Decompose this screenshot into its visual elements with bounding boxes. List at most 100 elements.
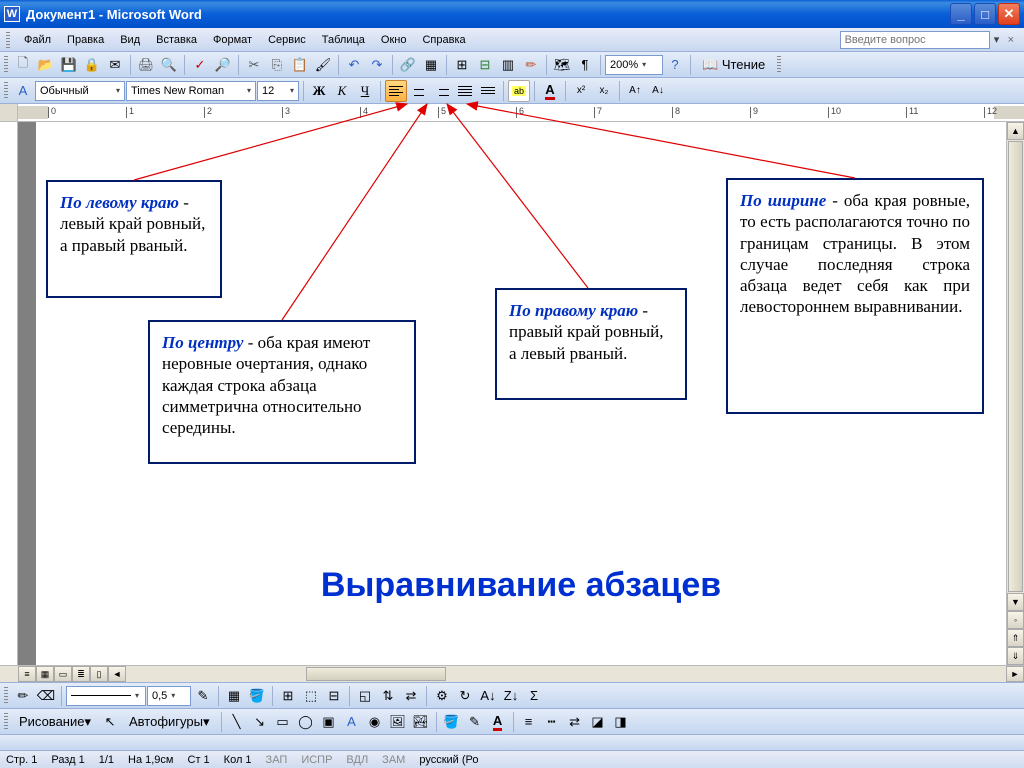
redo-button[interactable]: ↷ <box>366 54 388 76</box>
rectangle-button[interactable]: ▭ <box>272 711 294 733</box>
drawing-menu[interactable]: Рисование ▾ <box>12 711 98 733</box>
line-weight-combo[interactable]: 0,5▾ <box>147 686 191 706</box>
arrow-style-button[interactable]: ⇄ <box>564 711 586 733</box>
tables-borders-button[interactable]: ▦ <box>420 54 442 76</box>
hscroll-track[interactable] <box>126 666 1006 682</box>
oval-button[interactable]: ◯ <box>295 711 317 733</box>
font-color2-button[interactable]: A <box>487 711 509 733</box>
align-center-button[interactable] <box>408 80 430 102</box>
align-cells-button[interactable]: ◱ <box>354 685 376 707</box>
select-objects-button[interactable]: ↖ <box>99 711 121 733</box>
align-left-button[interactable] <box>385 80 407 102</box>
help-button[interactable]: ? <box>664 54 686 76</box>
menu-close-icon[interactable]: × <box>1004 34 1018 46</box>
page[interactable]: По левому краю - левый край ровный, а пр… <box>36 122 1006 665</box>
minimize-button[interactable]: _ <box>950 3 972 25</box>
dash-style-button[interactable]: ┅ <box>541 711 563 733</box>
eraser-button[interactable]: ⌫ <box>35 685 57 707</box>
web-view-button[interactable]: ▦ <box>36 666 54 682</box>
line-style-button[interactable]: ≡ <box>518 711 540 733</box>
diagram-button[interactable]: ◉ <box>364 711 386 733</box>
menu-help[interactable]: Справка <box>414 32 473 48</box>
research-button[interactable]: 🔎 <box>212 54 234 76</box>
highlight-button[interactable]: ab <box>508 80 530 102</box>
ask-dropdown-icon[interactable]: ▾ <box>990 33 1004 46</box>
font-size-combo[interactable]: 12▾ <box>257 81 299 101</box>
style-combo[interactable]: Обычный▾ <box>35 81 125 101</box>
close-button[interactable]: ✕ <box>998 3 1020 25</box>
undo-button[interactable]: ↶ <box>343 54 365 76</box>
grow-font-button[interactable]: A↑ <box>624 80 646 102</box>
open-button[interactable]: 📂 <box>35 54 57 76</box>
save-button[interactable]: 💾 <box>58 54 80 76</box>
line-button[interactable]: ╲ <box>226 711 248 733</box>
print-preview-button[interactable]: 🔍 <box>158 54 180 76</box>
hscroll-thumb[interactable] <box>306 667 446 681</box>
menu-insert[interactable]: Вставка <box>148 32 205 48</box>
bold-button[interactable]: Ж <box>308 80 330 102</box>
font-combo[interactable]: Times New Roman▾ <box>126 81 256 101</box>
scroll-right-button[interactable]: ► <box>1006 666 1024 682</box>
clipart-button[interactable]: 🖼 <box>387 711 409 733</box>
email-button[interactable]: ✉ <box>104 54 126 76</box>
paste-button[interactable]: 📋 <box>289 54 311 76</box>
arrow-button[interactable]: ↘ <box>249 711 271 733</box>
cut-button[interactable]: ✂ <box>243 54 265 76</box>
font-color-button[interactable]: A <box>539 80 561 102</box>
vertical-ruler[interactable] <box>0 122 18 665</box>
line-style-combo[interactable]: ▾ <box>66 686 146 706</box>
borders-button[interactable]: ▦ <box>223 685 245 707</box>
columns-button[interactable]: ▥ <box>497 54 519 76</box>
scroll-thumb[interactable] <box>1008 141 1023 592</box>
zoom-combo[interactable]: 200%▾ <box>605 55 663 75</box>
browse-object-button[interactable]: ◦ <box>1007 611 1024 629</box>
prev-page-button[interactable]: ⇑ <box>1007 629 1024 647</box>
spellcheck-button[interactable]: ✓ <box>189 54 211 76</box>
menu-format[interactable]: Формат <box>205 32 260 48</box>
normal-view-button[interactable]: ≡ <box>18 666 36 682</box>
border-color-button[interactable]: ✎ <box>192 685 214 707</box>
textbox-button[interactable]: ▣ <box>318 711 340 733</box>
distribute-rows-button[interactable]: ⇅ <box>377 685 399 707</box>
subscript-button[interactable]: x₂ <box>593 80 615 102</box>
sort-asc-button[interactable]: A↓ <box>477 685 499 707</box>
reading-view-button[interactable]: ▯ <box>90 666 108 682</box>
underline-button[interactable]: Ч <box>354 80 376 102</box>
insert-table-button[interactable]: ⊞ <box>451 54 473 76</box>
italic-button[interactable]: К <box>331 80 353 102</box>
permissions-button[interactable]: 🔒 <box>81 54 103 76</box>
align-justify-button[interactable] <box>454 80 476 102</box>
hyperlink-button[interactable]: 🔗 <box>397 54 419 76</box>
maximize-button[interactable]: □ <box>974 3 996 25</box>
align-right-button[interactable] <box>431 80 453 102</box>
drawing-toggle-button[interactable]: ✏ <box>520 54 542 76</box>
distribute-cols-button[interactable]: ⇄ <box>400 685 422 707</box>
menu-edit[interactable]: Правка <box>59 32 112 48</box>
ask-question-input[interactable] <box>840 31 990 49</box>
new-doc-button[interactable]: 🗋 <box>12 54 34 76</box>
3d-button[interactable]: ◨ <box>610 711 632 733</box>
menu-file[interactable]: Файл <box>16 32 59 48</box>
menu-table[interactable]: Таблица <box>314 32 373 48</box>
styles-pane-button[interactable]: A <box>12 80 34 102</box>
draw-table-button[interactable]: ✏ <box>12 685 34 707</box>
show-formatting-button[interactable]: ¶ <box>574 54 596 76</box>
autoformat-button[interactable]: ⚙ <box>431 685 453 707</box>
format-painter-button[interactable]: 🖌 <box>312 54 334 76</box>
doc-map-button[interactable]: 🗺 <box>551 54 573 76</box>
distributed-button[interactable] <box>477 80 499 102</box>
picture-button[interactable]: 🏞 <box>410 711 432 733</box>
menu-service[interactable]: Сервис <box>260 32 314 48</box>
outline-view-button[interactable]: ≣ <box>72 666 90 682</box>
wordart-button[interactable]: A <box>341 711 363 733</box>
next-page-button[interactable]: ⇓ <box>1007 647 1024 665</box>
copy-button[interactable]: ⎘ <box>266 54 288 76</box>
shrink-font-button[interactable]: A↓ <box>647 80 669 102</box>
print-button[interactable]: 🖨 <box>135 54 157 76</box>
reading-layout-button[interactable]: 📖 Чтение <box>695 54 772 76</box>
autoshapes-menu[interactable]: Автофигуры ▾ <box>122 711 217 733</box>
shading-button[interactable]: 🪣 <box>246 685 268 707</box>
excel-button[interactable]: ⊟ <box>474 54 496 76</box>
print-layout-button[interactable]: ▭ <box>54 666 72 682</box>
scroll-down-button[interactable]: ▼ <box>1007 593 1024 611</box>
